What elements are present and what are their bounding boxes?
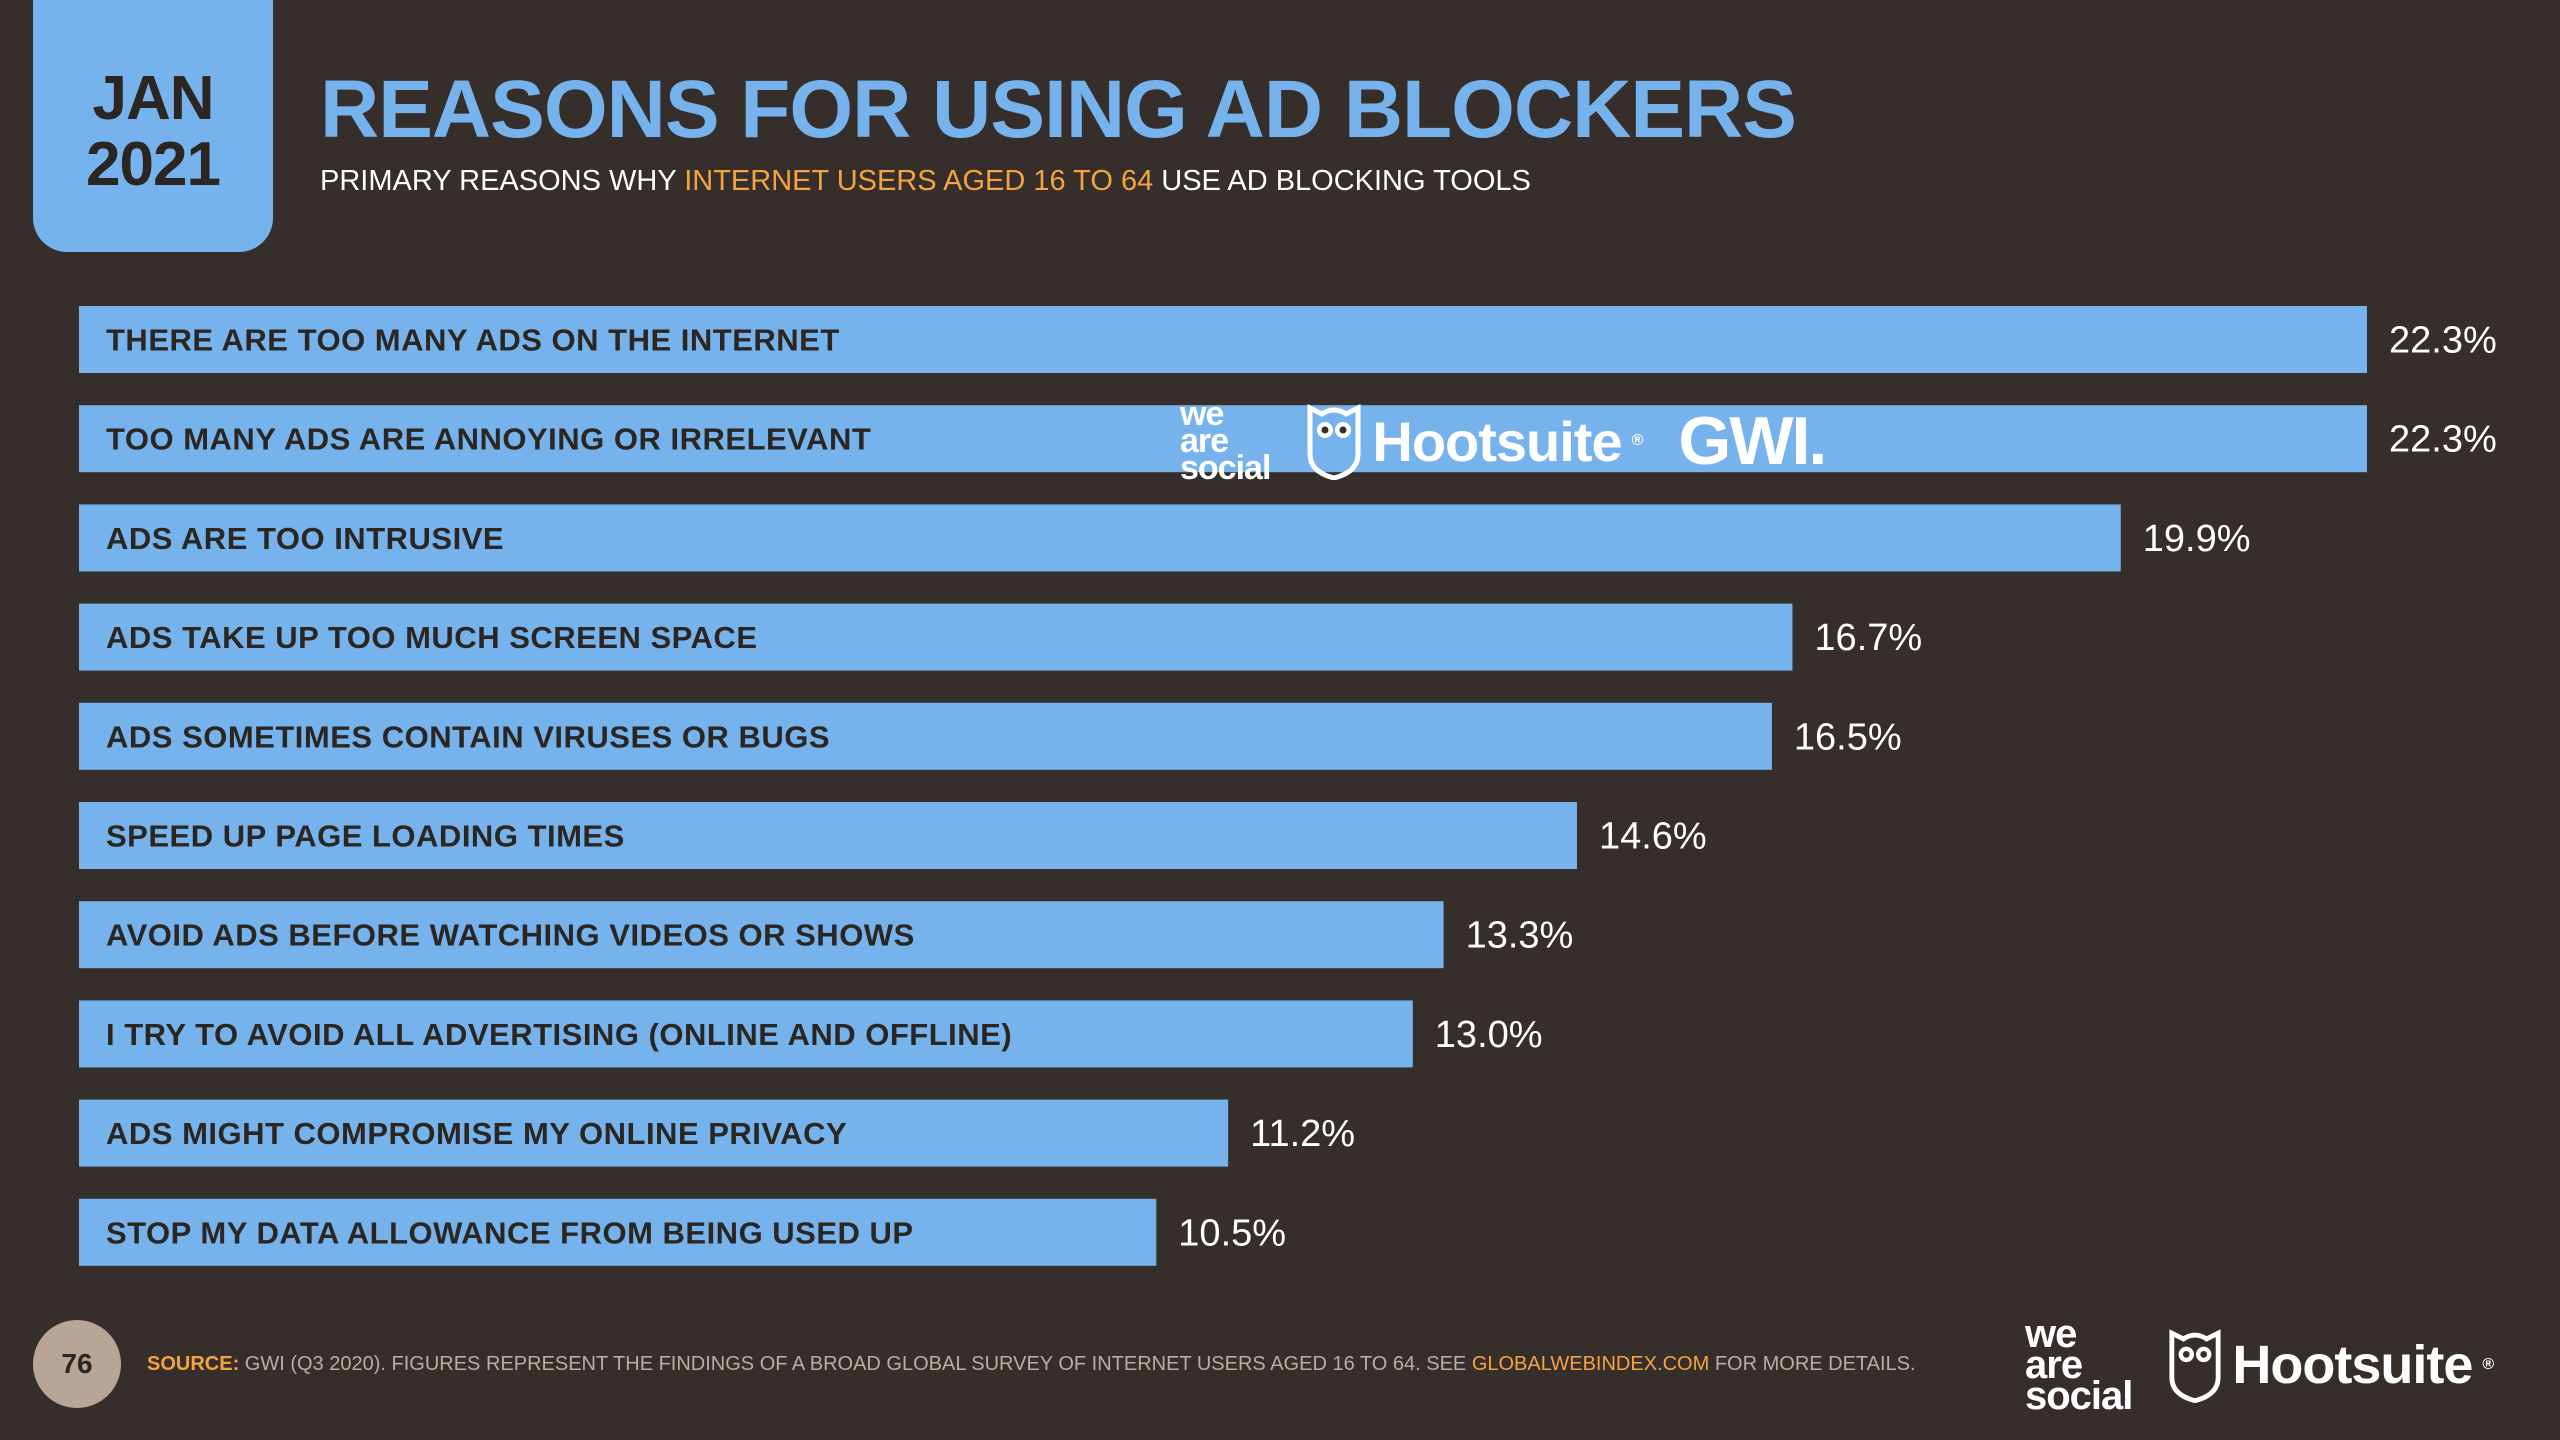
bar-category-label: STOP MY DATA ALLOWANCE FROM BEING USED U… (106, 1215, 914, 1250)
bar-category-label: I TRY TO AVOID ALL ADVERTISING (ONLINE A… (106, 1017, 1012, 1052)
bar-value-label: 22.3% (2389, 320, 2497, 362)
bar (79, 504, 2121, 572)
bar-category-label: TOO MANY ADS ARE ANNOYING OR IRRELEVANT (106, 422, 871, 457)
bar (79, 802, 1577, 869)
bar-category-label: ADS MIGHT COMPROMISE MY ONLINE PRIVACY (106, 1116, 847, 1151)
bar-value-label: 16.5% (1794, 716, 1902, 758)
bar (79, 901, 1444, 969)
bar (79, 1000, 1413, 1068)
bar-category-label: ADS SOMETIMES CONTAIN VIRUSES OR BUGS (106, 719, 830, 754)
hootsuite-logo: Hootsuite ® (2168, 1327, 2494, 1403)
source-link[interactable]: GLOBALWEBINDEX.COM (1471, 1353, 1710, 1375)
page-number: 76 (33, 1320, 121, 1408)
bar-category-label: ADS ARE TOO INTRUSIVE (106, 521, 504, 556)
hootsuite-logo: Hootsuite ® (1306, 402, 1643, 480)
subtitle-pre: PRIMARY REASONS WHY (320, 165, 685, 197)
bar-value-label: 16.7% (1814, 617, 1922, 659)
bar-category-label: SPEED UP PAGE LOADING TIMES (106, 819, 625, 854)
bar-value-label: 14.6% (1599, 816, 1707, 858)
bar-value-label: 22.3% (2389, 419, 2497, 461)
bar (79, 306, 2367, 373)
gwi-logo: GWI. (1678, 403, 1827, 479)
page-title: REASONS FOR USING AD BLOCKERS (320, 64, 1797, 155)
bar-value-label: 11.2% (1250, 1113, 1355, 1155)
bar (79, 702, 1772, 770)
owl-icon (1307, 403, 1361, 480)
bar (79, 405, 2367, 473)
bar (79, 1099, 1229, 1167)
source-text: GWI (Q3 2020). FIGURES REPRESENT THE FIN… (239, 1353, 1472, 1375)
bar (79, 1198, 1157, 1266)
date-badge: JAN 2021 (33, 0, 273, 252)
partner-logos-overlay: we are social Hootsuite ® GWI. (1180, 394, 1827, 487)
we-are-social-logo: we are social (1180, 394, 1271, 487)
bar-category-label: THERE ARE TOO MANY ADS ON THE INTERNET (106, 323, 840, 358)
source-label: SOURCE: (147, 1353, 240, 1375)
bar (79, 603, 1793, 671)
date-year: 2021 (86, 130, 221, 199)
page-subtitle: PRIMARY REASONS WHY INTERNET USERS AGED … (320, 161, 1531, 201)
bar-value-label: 10.5% (1178, 1212, 1286, 1254)
bar-value-label: 13.3% (1466, 915, 1574, 957)
we-are-social-logo: we are social (2025, 1311, 2133, 1418)
subtitle-post: USE AD BLOCKING TOOLS (1153, 165, 1531, 197)
bar-category-label: ADS TAKE UP TOO MUCH SCREEN SPACE (106, 620, 758, 655)
bar-value-label: 19.9% (2143, 518, 2251, 560)
subtitle-highlight: INTERNET USERS AGED 16 TO 64 (684, 165, 1154, 197)
bar-category-label: AVOID ADS BEFORE WATCHING VIDEOS OR SHOW… (106, 918, 915, 953)
bar-chart: THERE ARE TOO MANY ADS ON THE INTERNET 22… (79, 306, 2497, 1266)
source-tail: FOR MORE DETAILS. (1709, 1353, 1916, 1375)
source-note: SOURCE: GWI (Q3 2020). FIGURES REPRESENT… (147, 1350, 1916, 1378)
date-month: JAN (92, 64, 214, 133)
bar-value-label: 13.0% (1435, 1014, 1543, 1056)
footer-logos: we are social Hootsuite ® (2025, 1311, 2494, 1418)
owl-icon (2169, 1329, 2221, 1403)
